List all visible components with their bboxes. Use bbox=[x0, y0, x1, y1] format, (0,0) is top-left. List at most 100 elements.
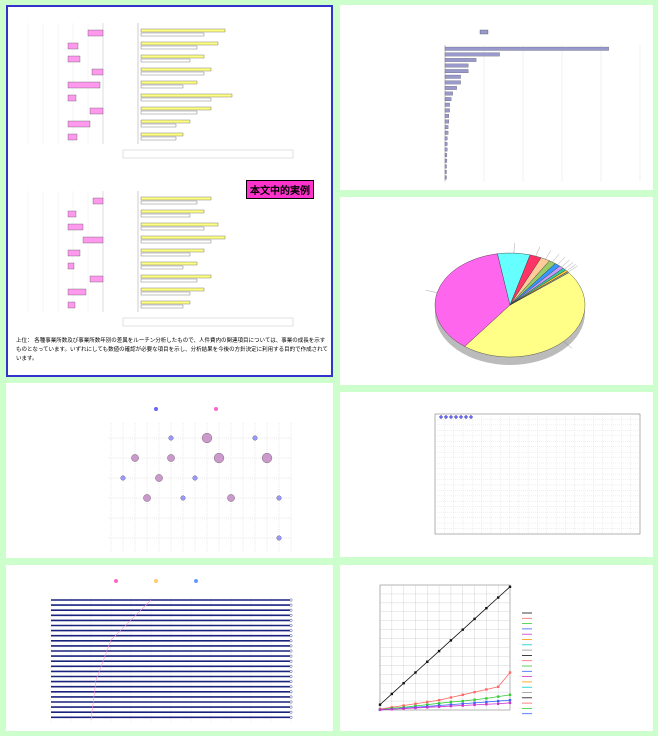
ranking-bar bbox=[445, 97, 451, 101]
ranking-bar bbox=[445, 58, 476, 62]
series-bar bbox=[141, 201, 197, 204]
series-bar bbox=[141, 111, 197, 114]
series-bar bbox=[141, 227, 204, 230]
series-bar bbox=[141, 94, 232, 97]
ranking-bar bbox=[445, 153, 447, 157]
ranking-bar bbox=[445, 114, 449, 118]
ranking-bar bbox=[445, 86, 457, 90]
series-bar bbox=[141, 72, 204, 75]
ranking-bar bbox=[445, 137, 447, 141]
bubble bbox=[214, 453, 224, 463]
chart2-svg bbox=[8, 175, 328, 335]
ranking-bar bbox=[445, 103, 450, 107]
bubble bbox=[121, 476, 126, 481]
series-bar bbox=[141, 42, 218, 45]
legend-dot bbox=[194, 579, 198, 583]
ranking-bar bbox=[445, 92, 453, 96]
series-bar bbox=[141, 266, 183, 269]
panel-pie bbox=[340, 197, 653, 385]
series-marker bbox=[414, 703, 416, 705]
legend-box bbox=[123, 318, 293, 326]
series-marker bbox=[402, 707, 404, 709]
series-marker bbox=[497, 596, 499, 598]
series-bar bbox=[141, 46, 197, 49]
ranking-bar bbox=[445, 120, 449, 124]
timeline-end bbox=[290, 614, 292, 616]
series-marker bbox=[391, 708, 393, 710]
ranking-bar bbox=[445, 125, 448, 128]
diverging-bar bbox=[83, 237, 103, 243]
legend-dot bbox=[214, 407, 218, 411]
diverging-bar bbox=[90, 108, 103, 114]
series-marker bbox=[473, 704, 475, 706]
panel-ranking bbox=[340, 5, 653, 190]
series-marker bbox=[414, 671, 416, 673]
diverging-bar bbox=[90, 276, 103, 282]
diverging-bar bbox=[68, 95, 76, 101]
scatter-point bbox=[444, 415, 448, 419]
series-bar bbox=[141, 288, 204, 291]
series-marker bbox=[450, 705, 452, 707]
chart3-svg bbox=[340, 5, 653, 190]
timeline-end bbox=[290, 701, 292, 703]
timeline-end bbox=[290, 680, 292, 682]
pie-leader bbox=[425, 290, 437, 292]
series-marker bbox=[473, 699, 475, 701]
series-bar bbox=[141, 59, 190, 62]
timeline-end bbox=[290, 619, 292, 621]
ranking-bar bbox=[445, 176, 447, 180]
diverging-bar bbox=[68, 302, 75, 308]
series-bar bbox=[141, 120, 190, 123]
series-bar bbox=[141, 85, 183, 88]
ranking-bar bbox=[445, 109, 450, 113]
series-bar bbox=[141, 210, 204, 213]
series-line bbox=[380, 587, 510, 705]
timeline-end bbox=[290, 604, 292, 606]
series-marker bbox=[485, 701, 487, 703]
series-bar bbox=[141, 223, 218, 226]
diverging-bar bbox=[68, 263, 74, 269]
ranking-bar bbox=[445, 47, 609, 51]
diverging-bar bbox=[68, 250, 80, 256]
series-marker bbox=[438, 705, 440, 707]
series-marker bbox=[450, 639, 452, 641]
bubble bbox=[169, 436, 174, 441]
timeline-end bbox=[290, 609, 292, 611]
series-line bbox=[380, 695, 510, 710]
timeline-end bbox=[290, 655, 292, 657]
bubble bbox=[202, 433, 212, 443]
ranking-bar bbox=[445, 75, 461, 79]
timeline-end bbox=[290, 691, 292, 693]
scatter-point bbox=[454, 415, 458, 419]
series-marker bbox=[485, 703, 487, 705]
series-marker bbox=[485, 697, 487, 699]
series-bar bbox=[141, 29, 225, 32]
panel-line bbox=[340, 565, 653, 731]
series-marker bbox=[497, 703, 499, 705]
ranking-bar bbox=[445, 53, 500, 57]
ranking-bar bbox=[445, 69, 468, 73]
bubble bbox=[262, 453, 272, 463]
series-marker bbox=[391, 693, 393, 695]
pie-leader bbox=[536, 247, 540, 256]
panel-timeline bbox=[6, 565, 333, 731]
series-bar bbox=[141, 98, 211, 101]
series-bar bbox=[141, 55, 204, 58]
series-marker bbox=[438, 702, 440, 704]
series-marker bbox=[509, 671, 511, 673]
timeline-end bbox=[290, 665, 292, 667]
scatter-point bbox=[449, 415, 453, 419]
series-marker bbox=[509, 694, 511, 696]
series-bar bbox=[141, 124, 176, 127]
timeline-end bbox=[290, 650, 292, 652]
diverging-bar bbox=[68, 289, 86, 295]
bubble bbox=[131, 454, 138, 461]
bubble bbox=[193, 476, 198, 481]
timeline-end bbox=[290, 624, 292, 626]
scatter-point bbox=[459, 415, 463, 419]
timeline-end bbox=[290, 670, 292, 672]
ranking-bar bbox=[445, 165, 447, 169]
diverging-bar bbox=[68, 224, 83, 230]
series-bar bbox=[141, 33, 204, 36]
timeline-end bbox=[290, 686, 292, 688]
